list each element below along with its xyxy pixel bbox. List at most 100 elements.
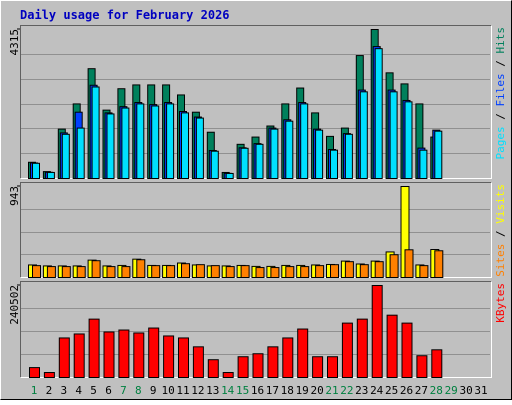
- bar: [103, 331, 115, 378]
- panel-edge-dark: [20, 182, 492, 278]
- bar: [401, 322, 413, 379]
- x-tick-label: 24: [370, 384, 384, 397]
- bar: [255, 143, 264, 180]
- bar: [240, 265, 250, 278]
- bar: [29, 367, 40, 378]
- x-tick-label: 15: [236, 384, 249, 397]
- bar: [315, 129, 324, 180]
- bar: [192, 346, 204, 378]
- legend-separator: /: [494, 54, 507, 74]
- bar: [330, 264, 339, 279]
- bar: [225, 266, 235, 278]
- bar: [151, 265, 161, 278]
- bar: [416, 355, 428, 378]
- bar: [151, 105, 160, 179]
- x-tick-label: 11: [176, 384, 189, 397]
- bar: [419, 265, 429, 278]
- legend-separator: /: [494, 107, 507, 127]
- x-tick-label: 20: [310, 384, 323, 397]
- x-tick-label: 27: [415, 384, 428, 397]
- panel-edge-dark: [20, 281, 492, 378]
- bar: [300, 266, 310, 278]
- bar: [195, 117, 204, 180]
- bar: [356, 318, 368, 378]
- bar: [434, 130, 443, 179]
- x-tick-label: 6: [105, 384, 112, 397]
- bar: [148, 327, 160, 378]
- panel-edge-dark: [20, 25, 492, 179]
- bar: [58, 337, 70, 379]
- bar: [374, 261, 384, 279]
- bar: [434, 250, 444, 278]
- legend: Pages / Files / Hits: [494, 27, 507, 160]
- legend-separator: /: [494, 224, 507, 244]
- bar: [315, 265, 325, 278]
- legend-entry: Pages: [494, 126, 507, 159]
- bar: [46, 266, 56, 278]
- bar: [359, 91, 368, 179]
- legend-entry: Hits: [494, 27, 507, 54]
- bar: [76, 266, 86, 278]
- bar: [344, 261, 354, 279]
- x-tick-label: 29: [445, 384, 458, 397]
- bar: [210, 265, 220, 278]
- panel-edge-light: [20, 281, 492, 378]
- bar: [359, 264, 369, 279]
- x-tick-label: 8: [135, 384, 142, 397]
- bar: [419, 149, 428, 179]
- bar: [91, 86, 100, 179]
- x-tick-label: 19: [296, 384, 309, 397]
- bar: [166, 265, 176, 278]
- bar: [207, 359, 219, 379]
- legend: KBytes: [494, 283, 507, 323]
- x-tick-label: 28: [430, 384, 443, 397]
- x-tick-label: 7: [120, 384, 127, 397]
- bar: [61, 133, 70, 179]
- bar: [166, 103, 175, 179]
- bar: [163, 335, 175, 379]
- bar: [181, 263, 190, 278]
- bar: [404, 101, 413, 179]
- x-tick-label: 31: [474, 384, 487, 397]
- x-tick-label: 22: [340, 384, 353, 397]
- bar: [106, 266, 116, 278]
- bar: [237, 356, 249, 379]
- bar: [91, 260, 101, 278]
- bar: [181, 112, 189, 179]
- bar: [136, 259, 146, 278]
- legend: Sites / Visits: [494, 184, 507, 277]
- x-tick-label: 17: [266, 384, 279, 397]
- bar: [133, 332, 145, 379]
- x-tick-label: 2: [46, 384, 53, 397]
- bar: [285, 120, 294, 179]
- x-tick-label: 10: [161, 384, 174, 397]
- x-tick-label: 9: [150, 384, 157, 397]
- bar: [431, 349, 443, 378]
- y-tick-label: 943: [8, 186, 21, 206]
- x-tick-label: 25: [385, 384, 398, 397]
- legend-entry: KBytes: [494, 283, 507, 323]
- bar: [118, 329, 130, 378]
- x-tick-label: 16: [251, 384, 264, 397]
- bar: [225, 172, 234, 179]
- legend-entry: Sites: [494, 244, 507, 277]
- bar: [312, 356, 324, 379]
- x-tick-label: 12: [191, 384, 204, 397]
- bar: [270, 128, 279, 180]
- bar: [88, 318, 100, 378]
- x-tick-label: 3: [60, 384, 67, 397]
- bar: [121, 107, 130, 179]
- bar: [76, 127, 85, 180]
- x-tick-label: 4: [75, 384, 82, 397]
- x-tick-label: 13: [206, 384, 219, 397]
- bar: [106, 113, 115, 179]
- bar: [374, 48, 383, 180]
- bar: [330, 149, 338, 179]
- bar: [222, 372, 234, 379]
- x-tick-label: 26: [400, 384, 413, 397]
- y-tick-label: 240502: [8, 285, 21, 325]
- bar: [136, 103, 145, 179]
- bar: [404, 249, 414, 279]
